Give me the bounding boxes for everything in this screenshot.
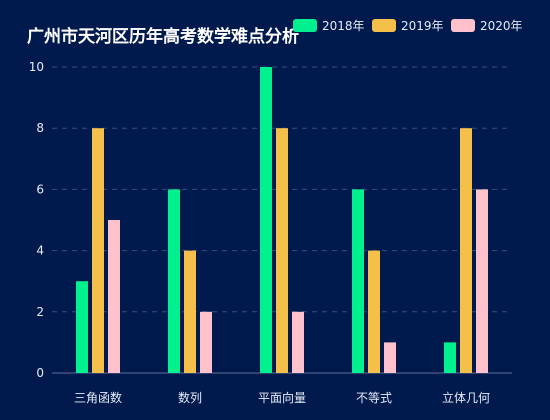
y-tick-label: 4 (36, 244, 44, 258)
y-tick-label: 0 (36, 366, 44, 380)
bar[interactable] (184, 250, 196, 373)
legend-swatch (293, 19, 317, 32)
bar[interactable] (460, 128, 472, 373)
legend-label: 2020年 (480, 19, 523, 33)
x-axis-ticks: 三角函数 数列 平面向量 不等式 立体几何 (74, 390, 490, 405)
legend-label: 2018年 (322, 19, 365, 33)
legend-item[interactable]: 2018年 (293, 19, 365, 33)
legend-swatch (451, 19, 475, 32)
y-axis-ticks: 0 2 4 6 8 10 (29, 60, 44, 380)
bar[interactable] (352, 189, 364, 373)
x-tick-label: 平面向量 (258, 390, 306, 405)
bars (76, 67, 488, 373)
bar[interactable] (260, 67, 272, 373)
y-tick-label: 10 (29, 60, 44, 74)
bar[interactable] (108, 220, 120, 373)
legend-swatch (372, 19, 396, 32)
legend-item[interactable]: 2019年 (372, 19, 444, 33)
y-tick-label: 2 (36, 305, 44, 319)
bar[interactable] (476, 189, 488, 373)
bar[interactable] (292, 311, 304, 373)
x-tick-label: 不等式 (356, 391, 392, 405)
bar[interactable] (168, 189, 180, 373)
chart-title: 广州市天河区历年高考数学难点分析 (27, 26, 299, 47)
bar[interactable] (200, 311, 212, 373)
legend-item[interactable]: 2020年 (451, 19, 523, 33)
legend[interactable]: 2018年 2019年 2020年 (293, 19, 523, 33)
y-tick-label: 8 (36, 121, 44, 135)
bar[interactable] (444, 342, 456, 373)
x-tick-label: 立体几何 (442, 390, 490, 405)
legend-label: 2019年 (401, 19, 444, 33)
x-tick-label: 数列 (178, 390, 202, 405)
bar[interactable] (76, 281, 88, 373)
bar[interactable] (92, 128, 104, 373)
bar[interactable] (384, 342, 396, 373)
x-tick-label: 三角函数 (74, 390, 122, 405)
bar[interactable] (368, 250, 380, 373)
y-tick-label: 6 (36, 182, 44, 196)
bar[interactable] (276, 128, 288, 373)
